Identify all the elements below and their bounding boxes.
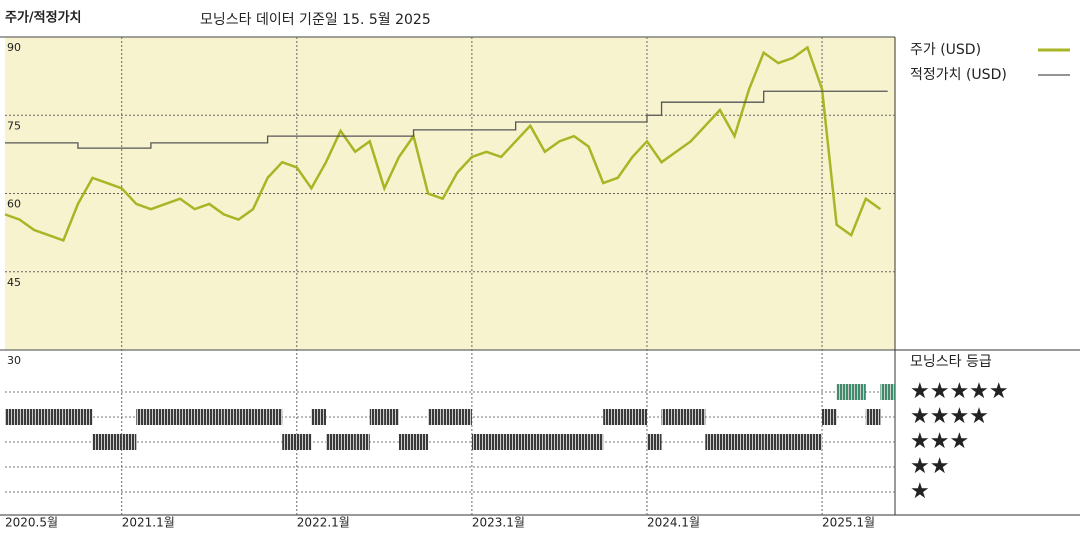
series-line: [5, 90, 888, 149]
rating-bar: [574, 434, 589, 450]
rating-bar: [428, 409, 443, 425]
rating-label: ★: [910, 479, 930, 504]
rating-label: ★★: [910, 454, 949, 479]
chart-title: 주가/적정가치: [5, 10, 82, 26]
rating-bar: [778, 434, 793, 450]
rating-bar: [121, 434, 137, 450]
rating-bar: [282, 434, 297, 450]
legend-label: 주가 (USD): [910, 42, 981, 58]
y-tick-label: 45: [7, 276, 21, 289]
rating-bar: [194, 409, 210, 425]
rating-bar: [311, 409, 326, 425]
rating-bar: [705, 434, 720, 450]
rating-bar: [880, 384, 895, 400]
rating-bar: [559, 434, 575, 450]
rating-bar: [836, 384, 852, 400]
rating-bar: [398, 434, 414, 450]
x-tick-label: 2022.1월: [297, 516, 350, 530]
rating-bar: [384, 409, 399, 425]
rating-bar: [34, 409, 49, 425]
rating-bar: [617, 409, 633, 425]
rating-bar: [19, 409, 35, 425]
rating-bar: [544, 434, 560, 450]
rating-bar: [107, 434, 122, 450]
rating-bar: [515, 434, 531, 450]
rating-bar: [238, 409, 254, 425]
rating-bar: [442, 409, 458, 425]
rating-label: ★★★★: [910, 404, 989, 429]
rating-bar: [136, 409, 151, 425]
series-line: [4, 45, 882, 243]
rating-bar: [77, 409, 93, 425]
rating-bar: [865, 409, 881, 425]
rating-bar: [763, 434, 779, 450]
rating-bar: [501, 434, 516, 450]
rating-bar: [851, 384, 866, 400]
x-tick-label: 2024.1월: [647, 516, 700, 530]
legend-label: 적정가치 (USD): [910, 67, 1007, 83]
rating-bar: [676, 409, 691, 425]
rating-bar: [48, 409, 64, 425]
rating-bar: [588, 434, 604, 450]
x-tick-label: 2023.1월: [472, 516, 525, 530]
rating-bar: [267, 409, 283, 425]
rating-bar: [646, 434, 662, 450]
rating-bar: [413, 434, 429, 450]
rating-bar: [63, 409, 78, 425]
rating-bar: [661, 409, 677, 425]
rating-bar: [369, 409, 385, 425]
rating-bar: [530, 434, 545, 450]
rating-bar: [734, 434, 750, 450]
rating-bar: [296, 434, 312, 450]
rating-bar: [603, 409, 618, 425]
rating-bar: [340, 434, 356, 450]
rating-bar: [150, 409, 166, 425]
rating-bar: [807, 434, 823, 450]
rating-bar: [690, 409, 706, 425]
rating-label: ★★★: [910, 429, 969, 454]
x-tick-label: 2025.1월: [822, 516, 875, 530]
y-tick-label: 30: [7, 354, 21, 367]
rating-bar: [719, 434, 735, 450]
rating-bar: [471, 434, 487, 450]
rating-bar: [92, 434, 108, 450]
rating-label: ★★★★★: [910, 379, 1009, 404]
y-tick-label: 75: [7, 119, 21, 132]
rating-bar: [355, 434, 370, 450]
rating-bar: [822, 409, 837, 425]
rating-bar: [223, 409, 239, 425]
rating-bar: [253, 409, 268, 425]
x-tick-label: 2020.5월: [5, 516, 58, 530]
y-tick-label: 90: [7, 41, 21, 54]
rating-bar: [749, 434, 764, 450]
rating-bar: [180, 409, 195, 425]
rating-title: 모닝스타 등급: [910, 354, 992, 370]
rating-bar: [457, 409, 472, 425]
rating-bar: [5, 409, 20, 425]
x-tick-label: 2021.1월: [122, 516, 175, 530]
rating-bar: [486, 434, 502, 450]
y-tick-label: 60: [7, 198, 21, 211]
rating-bar: [632, 409, 647, 425]
chart-subtitle: 모닝스타 데이터 기준일 15. 5월 2025: [200, 12, 431, 28]
rating-bar: [792, 434, 808, 450]
rating-bar: [325, 434, 341, 450]
rating-bar: [209, 409, 224, 425]
rating-bar: [165, 409, 181, 425]
